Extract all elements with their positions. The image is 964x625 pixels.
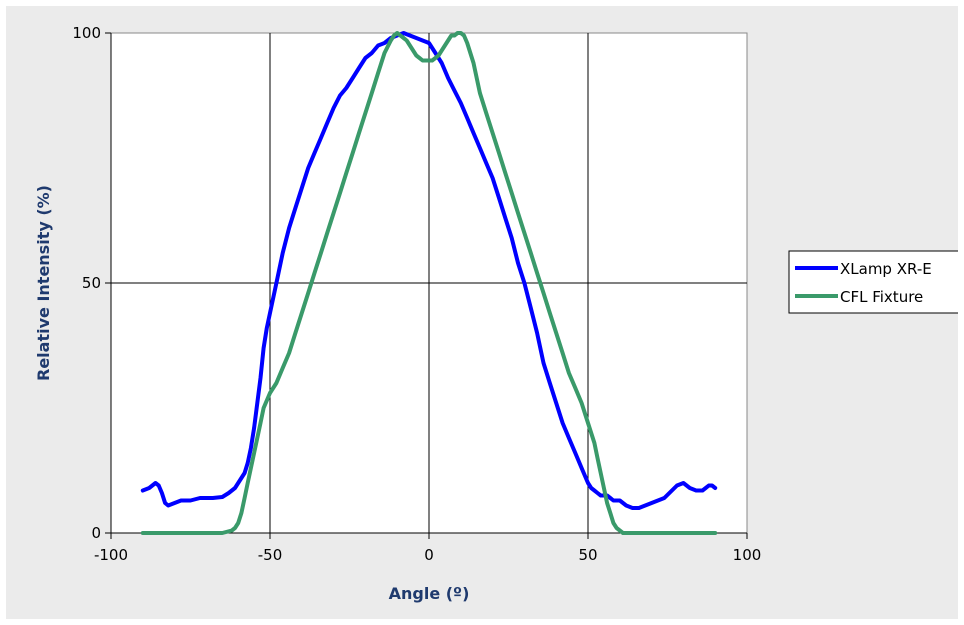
line-chart: -100 -50 0 50 100 0 50 100 Angle (º) Relative I… <box>34 24 958 603</box>
chart-area: -100 -50 0 50 100 0 50 100 Angle (º) Relative I… <box>6 6 958 619</box>
x-axis-title: Angle (º) <box>389 584 470 603</box>
legend-label-xlamp: XLamp XR-E <box>840 260 932 278</box>
legend-box <box>788 250 958 314</box>
legend: XLamp XR-E CFL Fixture <box>788 250 958 314</box>
x-tick-label: 50 <box>578 546 597 564</box>
series-line-cfl-fixture <box>140 31 718 535</box>
y-axis-title: Relative Intensity (%) <box>34 185 53 381</box>
series-lines <box>140 31 718 535</box>
x-tick-label: -100 <box>94 546 128 564</box>
y-tick-label: 100 <box>72 24 101 42</box>
x-tick-label: -50 <box>258 546 283 564</box>
legend-label-cfl: CFL Fixture <box>840 288 923 306</box>
series-line-xlamp-xr-e <box>140 31 718 510</box>
grid-lines <box>111 33 747 533</box>
y-tick-label: 0 <box>91 524 101 542</box>
x-tick-label: 0 <box>424 546 434 564</box>
y-tick-label: 50 <box>82 274 101 292</box>
x-tick-label: 100 <box>733 546 762 564</box>
